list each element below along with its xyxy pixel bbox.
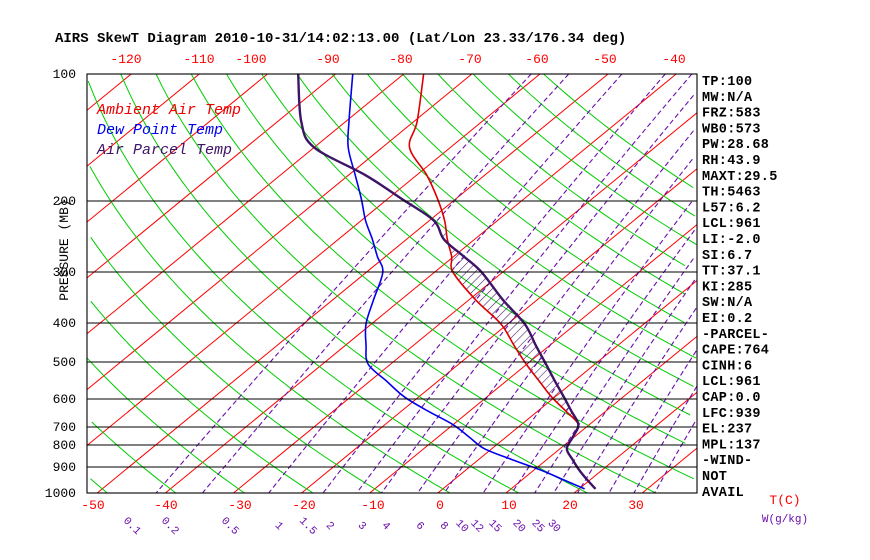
svg-text:-40: -40 [154,498,177,513]
svg-text:Air Parcel Temp: Air Parcel Temp [96,142,232,159]
svg-text:1: 1 [272,520,285,533]
svg-text:0.2: 0.2 [158,515,180,537]
svg-text:-50: -50 [593,52,616,67]
svg-text:PW:28.68: PW:28.68 [702,138,769,153]
svg-text:3: 3 [355,520,368,533]
svg-text:-60: -60 [525,52,548,67]
svg-text:T(C): T(C) [769,493,800,508]
svg-text:8: 8 [437,520,450,533]
svg-text:500: 500 [53,355,76,370]
svg-text:-100: -100 [235,52,266,67]
svg-text:-20: -20 [292,498,315,513]
svg-text:0: 0 [436,498,444,513]
svg-text:0.5: 0.5 [218,515,240,537]
svg-text:L57:6.2: L57:6.2 [702,201,761,216]
svg-text:MPL:137: MPL:137 [702,438,761,453]
svg-text:W(g/kg): W(g/kg) [762,514,808,526]
svg-text:-120: -120 [110,52,141,67]
svg-text:LFC:939: LFC:939 [702,407,761,422]
svg-text:-90: -90 [316,52,339,67]
svg-text:-50: -50 [81,498,104,513]
svg-text:TT:37.1: TT:37.1 [702,265,761,280]
svg-text:100: 100 [53,67,76,82]
svg-text:-WIND-: -WIND- [702,454,752,469]
svg-text:1.5: 1.5 [296,515,318,537]
svg-text:WB0:573: WB0:573 [702,122,761,137]
svg-text:AVAIL: AVAIL [702,486,744,501]
svg-text:Dew Point Temp: Dew Point Temp [97,122,223,139]
svg-text:MW:N/A: MW:N/A [702,91,753,106]
svg-text:LCL:961: LCL:961 [702,217,761,232]
svg-text:20: 20 [510,518,528,536]
svg-text:-10: -10 [361,498,384,513]
svg-text:TP:100: TP:100 [702,75,752,90]
svg-text:AIRS SkewT Diagram 2010-10-31/: AIRS SkewT Diagram 2010-10-31/14:02:13.0… [55,31,626,47]
svg-text:900: 900 [53,460,76,475]
svg-text:10: 10 [453,518,471,536]
svg-text:PRESSURE (MB): PRESSURE (MB) [57,199,72,300]
svg-text:400: 400 [53,316,76,331]
svg-text:-80: -80 [389,52,412,67]
svg-text:LCL:961: LCL:961 [702,375,761,390]
svg-text:FRZ:583: FRZ:583 [702,107,761,122]
svg-text:1000: 1000 [45,486,76,501]
svg-text:LI:-2.0: LI:-2.0 [702,233,761,248]
svg-text:15: 15 [486,518,504,536]
svg-text:EL:237: EL:237 [702,423,752,438]
svg-text:800: 800 [53,438,76,453]
svg-text:30: 30 [545,518,563,536]
svg-text:4: 4 [379,520,392,533]
svg-text:Ambient Air Temp: Ambient Air Temp [96,102,241,119]
svg-text:CAPE:764: CAPE:764 [702,344,769,359]
svg-text:RH:43.9: RH:43.9 [702,154,761,169]
svg-text:-110: -110 [183,52,214,67]
svg-text:CAP:0.0: CAP:0.0 [702,391,761,406]
svg-text:12: 12 [468,518,486,536]
svg-text:2: 2 [323,520,336,533]
svg-text:-30: -30 [228,498,251,513]
svg-text:20: 20 [562,498,578,513]
svg-text:SW:N/A: SW:N/A [702,296,753,311]
svg-text:CINH:6: CINH:6 [702,359,752,374]
svg-text:EI:0.2: EI:0.2 [702,312,752,327]
svg-text:NOT: NOT [702,470,727,485]
svg-text:MAXT:29.5: MAXT:29.5 [702,170,778,185]
svg-text:10: 10 [501,498,517,513]
svg-text:-PARCEL-: -PARCEL- [702,328,769,343]
svg-text:700: 700 [53,420,76,435]
svg-text:-70: -70 [458,52,481,67]
svg-text:25: 25 [529,518,547,536]
svg-text:30: 30 [628,498,644,513]
svg-text:TH:5463: TH:5463 [702,186,761,201]
svg-text:KI:285: KI:285 [702,280,752,295]
svg-text:6: 6 [413,520,426,533]
svg-text:SI:6.7: SI:6.7 [702,249,752,264]
svg-text:600: 600 [53,392,76,407]
svg-text:0.1: 0.1 [120,515,143,538]
svg-text:-40: -40 [662,52,685,67]
